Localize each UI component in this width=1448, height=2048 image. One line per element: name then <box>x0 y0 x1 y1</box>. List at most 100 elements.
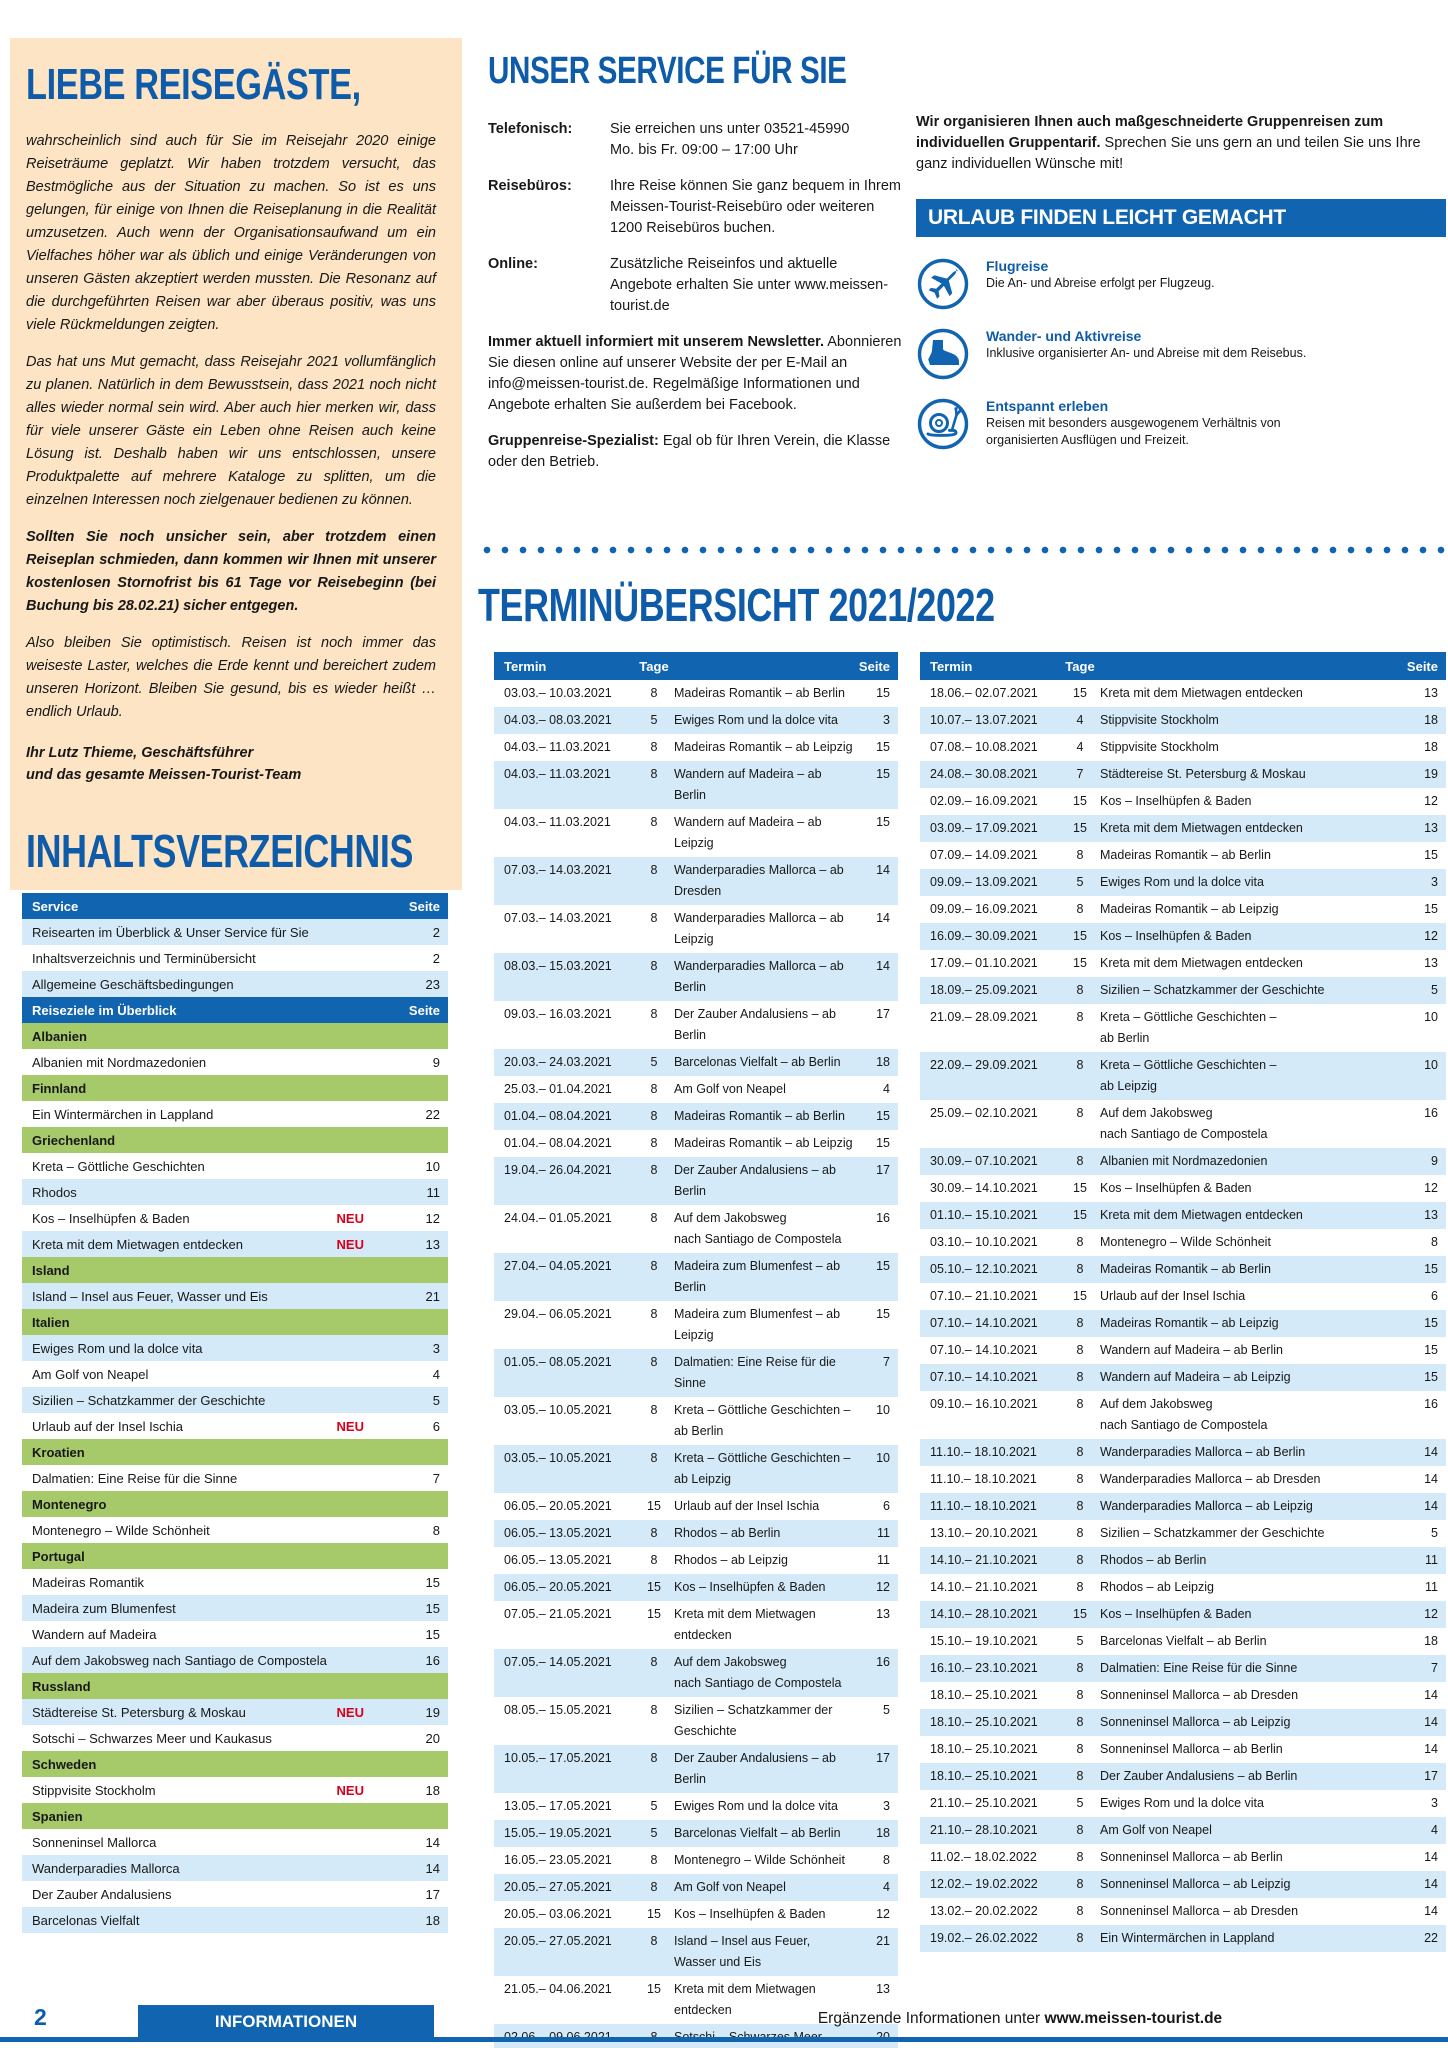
schedule-row-name: Wandern auf Madeira – ab Berlin <box>1100 1343 1283 1357</box>
schedule-row-name: Sonneninsel Mallorca – ab Leipzig <box>1100 1715 1291 1729</box>
schedule-row-seite: 16 <box>1424 1397 1438 1411</box>
schedule-row: 18.10.– 25.10.2021 8 Sonneninsel Mallorc… <box>920 1682 1446 1709</box>
schedule-row-tage: 8 <box>1076 1397 1084 1411</box>
feature-relax: Entspannt erleben Reisen mit besonders a… <box>916 397 1446 451</box>
feature-flight-title: Flugreise <box>986 258 1049 274</box>
schedule-row-tage: 8 <box>650 1703 658 1717</box>
schedule-row-tage: 15 <box>1073 929 1087 943</box>
schedule-row-name: Wanderparadies Mallorca – ab Berlin <box>674 959 844 994</box>
schedule-row-name: Sonneninsel Mallorca – ab Dresden <box>1100 1904 1299 1918</box>
schedule-row-tage: 8 <box>1076 1742 1084 1756</box>
contents-row-label: Reiseziele im Überblick <box>32 1002 177 1018</box>
schedule-row-tage: 8 <box>1076 1823 1084 1837</box>
service-row: Online: Zusätzliche Reiseinfos und aktue… <box>488 254 902 317</box>
schedule-row: 20.03.– 24.03.2021 5 Barcelonas Vielfalt… <box>494 1049 898 1076</box>
schedule-row-termin: 04.03.– 08.03.2021 <box>504 713 612 727</box>
schedule-row-seite: 10 <box>1424 1058 1438 1072</box>
contents-row-page: 14 <box>425 1860 440 1876</box>
schedule-row-tage: 8 <box>1076 1154 1084 1168</box>
schedule-row-termin: 10.05.– 17.05.2021 <box>504 1751 612 1765</box>
schedule-row-tage: 8 <box>1076 1262 1084 1276</box>
schedule-row-tage: 8 <box>650 1259 658 1273</box>
schedule-row: 20.05.– 27.05.2021 8 Am Golf von Neapel … <box>494 1874 898 1901</box>
schedule-row: 10.07.– 13.07.2021 4 Stippvisite Stockho… <box>920 707 1446 734</box>
schedule-row-seite: 15 <box>876 1136 890 1150</box>
schedule-row-name: Ewiges Rom und la dolce vita <box>674 713 838 727</box>
schedule-row: 07.05.– 14.05.2021 8 Auf dem Jakobsweg n… <box>494 1649 898 1697</box>
schedule-row: 15.05.– 19.05.2021 5 Barcelonas Vielfalt… <box>494 1820 898 1847</box>
contents-row-label: Kreta – Göttliche Geschichten <box>32 1158 205 1174</box>
schedule-row-tage: 15 <box>1073 1607 1087 1621</box>
contents-row: Stippvisite Stockholm NEU 18 <box>22 1777 448 1803</box>
schedule-row-name: Kos – Inselhüpfen & Baden <box>674 1907 826 1921</box>
schedule-row-termin: 30.09.– 14.10.2021 <box>930 1181 1038 1195</box>
schedule-row-name: Madeira zum Blumenfest – ab Berlin <box>674 1259 841 1294</box>
schedule-row-termin: 20.05.– 27.05.2021 <box>504 1934 612 1948</box>
schedule-row-tage: 15 <box>1073 821 1087 835</box>
schedule-row-tage: 5 <box>650 1055 658 1069</box>
column-header-termin: Termin <box>930 658 973 674</box>
schedule-row-termin: 14.10.– 21.10.2021 <box>930 1580 1038 1594</box>
schedule-row-name: Am Golf von Neapel <box>674 1880 786 1894</box>
dotted-divider <box>478 546 1446 554</box>
schedule-row-tage: 8 <box>1076 983 1084 997</box>
contents-row: Montenegro – Wilde Schönheit 8 <box>22 1517 448 1543</box>
schedule-row-seite: 11 <box>1425 1553 1438 1567</box>
contents-row-page: 23 <box>425 976 440 992</box>
table-of-contents: Service Seite Reisearten im Überblick & … <box>22 893 448 1933</box>
contents-row-page: 17 <box>425 1886 440 1902</box>
schedule-row-termin: 07.03.– 14.03.2021 <box>504 911 612 925</box>
schedule-row-termin: 08.03.– 15.03.2021 <box>504 959 612 973</box>
schedule-row-seite: 8 <box>1431 1235 1438 1249</box>
schedule-row: 15.10.– 19.10.2021 5 Barcelonas Vielfalt… <box>920 1628 1446 1655</box>
contents-row-page: Seite <box>408 898 440 914</box>
service-row-label: Telefonisch: <box>488 121 573 137</box>
schedule-row-seite: 13 <box>1424 821 1438 835</box>
schedule-row-termin: 11.10.– 18.10.2021 <box>930 1445 1037 1459</box>
contents-row-label: Der Zauber Andalusiens <box>32 1886 172 1902</box>
contents-row-label: Wandern auf Madeira <box>32 1626 157 1642</box>
schedule-row: 10.05.– 17.05.2021 8 Der Zauber Andalusi… <box>494 1745 898 1793</box>
schedule-row-tage: 15 <box>647 1607 661 1621</box>
contents-row: Portugal <box>22 1543 448 1569</box>
contents-row-label: Finnland <box>32 1080 87 1096</box>
schedule-row-seite: 10 <box>876 1451 890 1465</box>
schedule-row-termin: 11.10.– 18.10.2021 <box>930 1499 1037 1513</box>
contents-row-page: 3 <box>432 1340 440 1356</box>
schedule-row-termin: 16.10.– 23.10.2021 <box>930 1661 1038 1675</box>
schedule-row: 17.09.– 01.10.2021 15 Kreta mit dem Miet… <box>920 950 1446 977</box>
page-number: 2 <box>34 2004 47 2030</box>
schedule-row-name: Stippvisite Stockholm <box>1100 740 1219 754</box>
schedule-row-seite: 7 <box>883 1355 890 1369</box>
contents-row-page: 6 <box>432 1418 440 1434</box>
hiking-boot-icon <box>916 327 970 381</box>
schedule-table-right-header: Termin Tage Seite <box>920 652 1446 680</box>
schedule-row-tage: 5 <box>1076 1796 1084 1810</box>
schedule-row-termin: 18.10.– 25.10.2021 <box>930 1742 1038 1756</box>
schedule-row-termin: 07.03.– 14.03.2021 <box>504 863 612 877</box>
letter-paragraph-closing: Also bleiben Sie optimistisch. Reisen is… <box>26 635 436 720</box>
schedule-row-seite: 12 <box>1424 929 1438 943</box>
contents-row: Albanien <box>22 1023 448 1049</box>
schedule-row-name: Kreta – Göttliche Geschichten – ab Leipz… <box>1100 1058 1277 1093</box>
schedule-row-seite: 21 <box>876 1934 890 1948</box>
column-header-seite: Seite <box>858 658 890 674</box>
schedule-row-tage: 8 <box>650 740 658 754</box>
schedule-row-tage: 15 <box>1073 686 1087 700</box>
footer-section-bar: INFORMATIONEN <box>138 2005 434 2038</box>
schedule-row-name: Madeiras Romantik – ab Berlin <box>674 1109 845 1123</box>
schedule-row: 25.03.– 01.04.2021 8 Am Golf von Neapel … <box>494 1076 898 1103</box>
contents-row: Montenegro <box>22 1491 448 1517</box>
schedule-row: 21.10.– 25.10.2021 5 Ewiges Rom und la d… <box>920 1790 1446 1817</box>
schedule-row-name: Auf dem Jakobsweg nach Santiago de Compo… <box>674 1211 842 1246</box>
schedule-row: 06.05.– 20.05.2021 15 Kos – Inselhüpfen … <box>494 1574 898 1601</box>
letter-paragraph-1: wahrscheinlich sind auch für Sie im Reis… <box>26 133 436 333</box>
schedule-row: 09.09.– 13.09.2021 5 Ewiges Rom und la d… <box>920 869 1446 896</box>
contents-row-label: Stippvisite Stockholm <box>32 1782 156 1798</box>
schedule-row-name: Madeiras Romantik – ab Berlin <box>674 686 845 700</box>
schedule-row: 06.05.– 13.05.2021 8 Rhodos – ab Leipzig… <box>494 1547 898 1574</box>
contents-row-label: Am Golf von Neapel <box>32 1366 149 1382</box>
schedule-table-right: Termin Tage Seite 18.06.– 02.07.2021 15 … <box>920 652 1446 1952</box>
contents-row: Island – Insel aus Feuer, Wasser und Eis… <box>22 1283 448 1309</box>
schedule-row-termin: 09.10.– 16.10.2021 <box>930 1397 1038 1411</box>
